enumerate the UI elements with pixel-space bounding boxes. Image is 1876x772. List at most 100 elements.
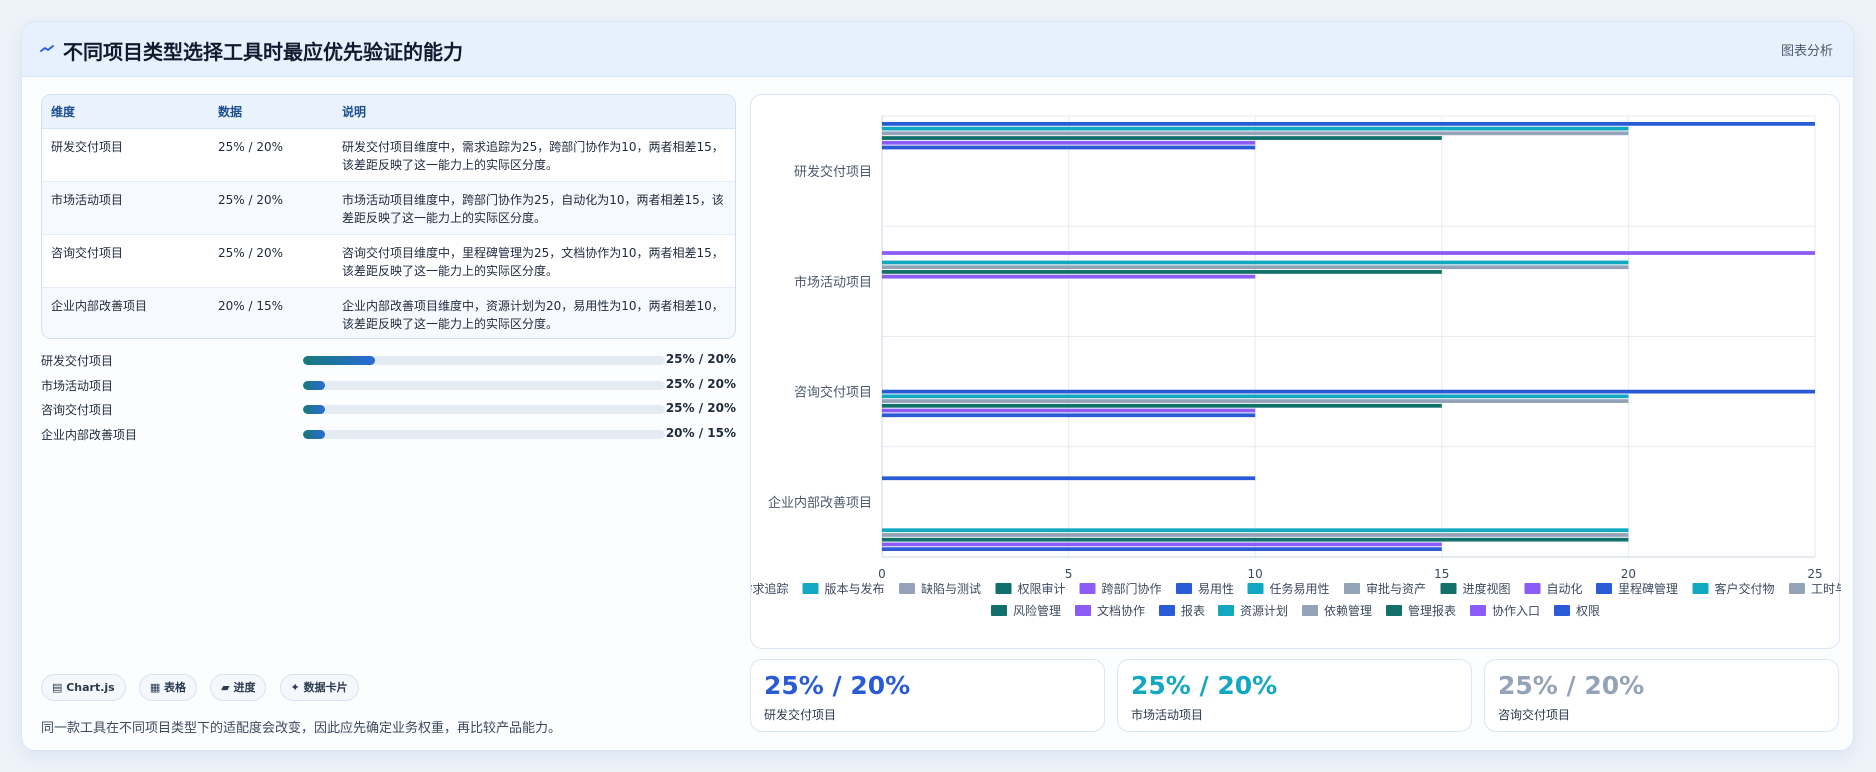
progress-fill [303,405,325,414]
chart-analysis-tag: 图表分析 [1780,44,1833,59]
column-header-description: 说明 [333,95,735,129]
progress-label: 研发交付项目 [41,354,114,368]
table-row: 企业内部改善项目 20% / 15% 企业内部改善项目维度中，资源计划为20，易… [42,287,735,338]
legend-label: 工时与资源 [1811,582,1841,596]
legend-swatch [1176,583,1192,594]
progress-fill [303,429,325,439]
table-header-row: 维度 数据 说明 [42,95,735,129]
progress-label: 市场活动项目 [41,378,114,393]
bar [882,394,1629,399]
y-category-label: 咨询交付项目 [794,385,872,401]
legend-label: 审批与资产 [1366,581,1426,596]
bar [882,399,1629,403]
legend-swatch [1302,605,1318,616]
progress-fill [303,356,376,365]
progress-track [303,429,665,439]
bar [882,140,1256,145]
progress-value: 25% / 20% [665,376,736,391]
cell-data: 25% / 20% [218,139,284,154]
legend-label: 协作入口 [1492,603,1540,618]
legend-swatch [1554,605,1570,616]
legend-swatch [1386,605,1402,616]
legend-label: 资源计划 [1240,604,1288,618]
legend-swatch [1596,583,1612,594]
bar [882,260,1629,265]
x-tick-label: 25 [1807,567,1822,581]
legend-label: 依赖管理 [1324,603,1372,618]
bar [882,126,1629,131]
bar [882,528,1629,533]
legend-swatch [1344,583,1360,594]
chip-list: ▤ Chart.js ▦ 表格 ▰ 进度 ✦ 数据卡片 [41,674,367,701]
cell-description: 市场活动项目维度中，跨部门协作为25，自动化为10，两者相差15，该差距反映了这… [342,192,724,225]
legend-swatch [899,583,915,594]
table-row: 咨询交付项目 25% / 20% 咨询交付项目维度中，里程碑管理为25，文档协作… [42,234,735,287]
cell-data: 25% / 20% [218,192,284,207]
cell-data: 20% / 15% [218,298,284,313]
bar [882,403,1442,408]
legend-label: 文档协作 [1097,603,1145,618]
progress-value: 25% / 20% [665,401,736,415]
card-header: 不同项目类型选择工具时最应优先验证的能力 图表分析 [22,22,1853,77]
chip-progress[interactable]: ▰ 进度 [210,674,267,701]
table-row: 研发交付项目 25% / 20% 研发交付项目维度中，需求追踪为25，跨部门协作… [42,128,735,181]
progress-track [303,380,665,390]
cell-description: 企业内部改善项目维度中，资源计划为20，易用性为10，两者相差10，该差距反映了… [342,298,724,331]
cell-dimension: 企业内部改善项目 [51,298,148,313]
legend-swatch [1470,605,1486,616]
bar [882,476,1256,481]
bar [882,547,1442,552]
stat-label: 咨询交付项目 [1498,708,1571,722]
progress-track [303,356,665,365]
legend-label: 客户交付物 [1715,581,1775,596]
cell-dimension: 研发交付项目 [51,139,124,154]
footnote: 同一款工具在不同项目类型下的适配度会改变，因此应先确定业务权重，再比较产品能力。 [41,721,562,736]
trend-line-icon [40,45,54,52]
legend-label: 需求追踪 [751,581,789,596]
cell-dimension: 咨询交付项目 [51,245,124,260]
x-tick-label: 15 [1434,567,1449,581]
legend-label: 跨部门协作 [1102,581,1162,596]
chip-data-card[interactable]: ✦ 数据卡片 [279,674,359,701]
legend-swatch [995,583,1012,594]
cell-description: 咨询交付项目维度中，里程碑管理为25，文档协作为10，两者相差15，该差距反映了… [342,245,724,278]
bar [882,136,1442,140]
x-tick-label: 5 [1065,567,1073,581]
legend-swatch [1789,583,1805,594]
legend-swatch [1247,583,1264,594]
legend-swatch [1440,583,1457,594]
analysis-card: 不同项目类型选择工具时最应优先验证的能力 图表分析 维度 数据 说明 研发交付项… [21,21,1854,751]
x-tick-label: 20 [1621,567,1636,581]
legend-swatch [802,583,819,594]
legend-label: 易用性 [1198,582,1234,596]
y-category-label: 企业内部改善项目 [768,495,872,511]
bar [882,413,1256,418]
data-table: 维度 数据 说明 研发交付项目 25% / 20% 研发交付项目维度中，需求追踪… [41,94,736,339]
column-header-data: 数据 [209,95,333,129]
progress-list: 研发交付项目 25% / 20% 市场活动项目 25% / 20% 咨询交付项目… [41,350,736,448]
bar [882,533,1629,537]
legend-label: 自动化 [1547,582,1583,596]
bar [882,408,1256,413]
legend-label: 里程碑管理 [1618,581,1678,596]
legend-label: 权限审计 [1018,581,1066,596]
bar [882,537,1629,542]
stat-card: 25% / 20% 研发交付项目 [750,659,1105,732]
legend-swatch [1218,605,1234,616]
bar [882,270,1442,274]
column-header-dimension: 维度 [42,95,209,129]
chip-table[interactable]: ▦ 表格 [138,674,198,701]
legend-swatch [1079,583,1096,594]
bar [882,121,1815,126]
y-category-label: 研发交付项目 [794,164,872,180]
bar [882,389,1815,394]
progress-row: 咨询交付项目 25% / 20% [41,399,736,424]
x-tick-label: 10 [1248,567,1263,581]
cell-dimension: 市场活动项目 [51,192,124,207]
legend-label: 权限 [1576,604,1600,618]
progress-label: 咨询交付项目 [41,403,114,417]
bar-chart: 0 5 10 15 20 25 研发交付项目市场活动项目咨询交付项目企业内部改善项目需求追踪… [751,115,1841,618]
bar [882,265,1629,270]
progress-row: 企业内部改善项目 20% / 15% [41,424,736,449]
chip-chartjs[interactable]: ▤ Chart.js [41,674,126,701]
